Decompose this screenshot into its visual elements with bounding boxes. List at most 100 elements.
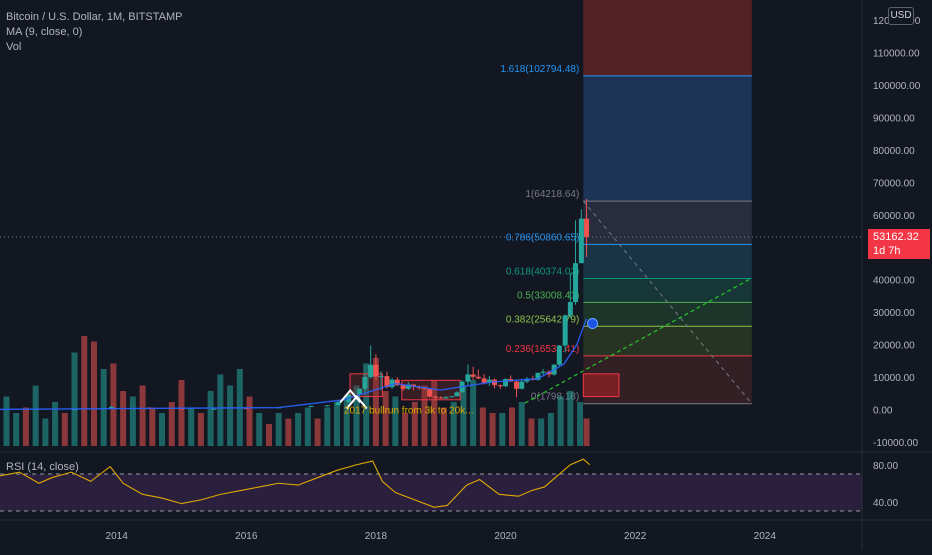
fib-level-label: 0.5(33008.41) [517,290,579,301]
y-tick-label: 100000.00 [873,81,921,92]
candle-body [368,364,374,378]
x-tick-label: 2014 [106,531,129,542]
candle-body [503,379,509,387]
y-tick-label: 20000.00 [873,341,915,352]
candle-body [514,381,520,389]
volume-bar [304,407,311,446]
rsi-line [0,458,591,508]
x-tick-label: 2020 [494,531,517,542]
candle-body [405,384,411,389]
volume-bar [188,407,195,446]
fib-zone-top [583,0,752,76]
target-box [582,373,620,398]
y-tick-label: 60000.00 [873,211,915,222]
rsi-legend[interactable]: RSI (14, close) [6,461,79,473]
candle-body [378,376,384,378]
currency-badge[interactable]: USD [888,7,914,25]
fib-level-label: 0.786(50860.65) [506,232,579,243]
volume-bar [421,385,428,446]
volume-bar [557,396,564,446]
volume-bar [538,418,545,446]
volume-legend[interactable]: Vol [6,41,22,53]
candle-body [449,396,455,398]
candle-body [573,263,579,303]
candle-body [578,218,584,264]
volume-bar [314,418,321,446]
volume-bar [256,413,263,446]
candle-body [443,397,449,399]
candle-body [72,409,78,411]
volume-bar [372,358,379,446]
candle-body [308,405,314,407]
x-tick-label: 2024 [754,531,777,542]
candle-body [389,379,395,388]
volume-bar [246,396,253,446]
volume-bar [577,402,584,446]
rsi-tick-label: 80.00 [873,461,898,472]
y-tick-label: 10000.00 [873,373,915,384]
x-tick-label: 2016 [235,531,258,542]
y-tick-label: 40000.00 [873,276,915,287]
candle-body [470,374,476,377]
volume-bar [285,418,292,446]
volume-bar [528,418,535,446]
volume-bar [402,413,409,446]
volume-bar [168,402,175,446]
ma-line [0,318,588,411]
annotation-arrow-icon [345,395,368,410]
annotation-text: 2017 bullrun from 3k to 20k... [344,405,474,416]
candle-body [178,408,184,410]
volume-bar [71,352,78,446]
y-tick-label: -10000.00 [873,438,918,449]
last-price: 53162.32 [873,231,919,243]
y-tick-label: 0.00 [873,406,893,417]
volume-bar [227,385,234,446]
volume-bar [110,363,117,446]
y-tick-label: 30000.00 [873,308,915,319]
volume-bar [489,413,496,446]
ma-legend[interactable]: MA (9, close, 0) [6,26,83,38]
volume-bar [499,413,506,446]
bar-countdown: 1d 7h [873,245,901,257]
candle-body [540,371,546,373]
candle-body [562,315,568,346]
candle-body [243,408,249,410]
volume-bar [120,391,127,446]
candle-body [497,385,503,387]
fib-zone [583,75,752,202]
volume-bar [431,380,438,446]
x-tick-label: 2022 [624,531,647,542]
volume-bar [129,396,136,446]
fib-diagonal [582,200,753,405]
volume-bar [440,407,447,446]
volume-bar [13,413,20,446]
candle-body [481,378,487,383]
fib-level-label: 1.618(102794.48) [500,64,579,75]
volume-bar [100,369,107,446]
candle-body [357,388,363,395]
candle-body [335,402,341,406]
fib-level-label: 0.236(16531.41) [506,344,579,355]
candle-body [324,405,330,407]
volume-bar [81,336,88,446]
candle-body [373,364,379,377]
volume-bar [518,402,525,446]
volume-bar [324,407,331,446]
x-tick-label: 2018 [365,531,388,542]
fib-zone [583,244,752,279]
volume-bar [470,380,477,446]
volume-bar [178,380,185,446]
volume-bar [460,385,467,446]
volume-bar [583,418,590,446]
volume-bar [450,402,457,446]
candle-body [362,377,368,389]
fib-zone [583,302,752,327]
candle-body [454,392,460,397]
volume-bar [207,391,214,446]
candle-body [584,218,590,237]
symbol-legend[interactable]: Bitcoin / U.S. Dollar, 1M, BITSTAMP [6,11,183,23]
candle-body [422,388,428,390]
